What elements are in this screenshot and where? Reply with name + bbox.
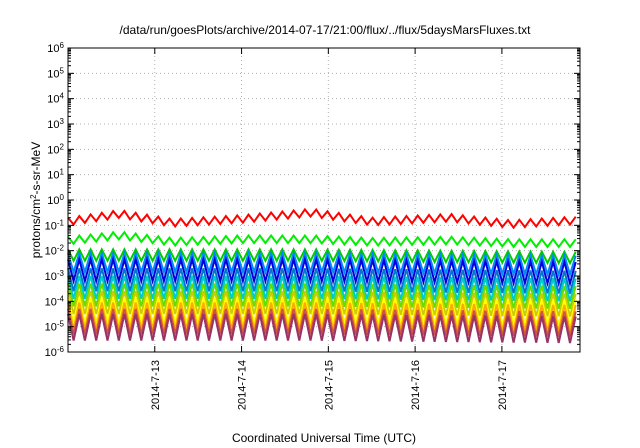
series-line-6: [67, 268, 577, 294]
y-tick-label: 104: [47, 91, 64, 106]
y-tick-label: 106: [47, 41, 64, 56]
y-axis-title: protons/cm2-s-sr-MeV: [29, 142, 44, 258]
x-tick-label: 2014-7-17: [497, 360, 509, 410]
series-line-2: [67, 230, 577, 249]
y-tick-label: 10-3: [45, 269, 65, 284]
series-line-5: [67, 255, 577, 288]
y-tick-label: 10-5: [45, 319, 65, 334]
series-line-4: [67, 249, 577, 279]
series-line-1: [67, 207, 577, 230]
series-layer: [67, 207, 577, 344]
y-tick-label: 10-2: [45, 243, 65, 258]
x-tick-label: 2014-7-16: [410, 360, 422, 410]
series-line-10: [67, 297, 577, 326]
series-line-13: [67, 313, 577, 344]
y-axis-title-base: protons/cm: [29, 199, 43, 258]
y-tick-label: 10-1: [45, 218, 65, 233]
series-line-9: [67, 290, 577, 317]
series-line-11: [67, 302, 577, 332]
chart-title: /data/run/goesPlots/archive/2014-07-17/2…: [120, 23, 532, 37]
series-line-12: [67, 308, 577, 337]
y-tick-label: 102: [47, 142, 64, 157]
axes: 10-6 10-5 10-4 10-3 10-2 10-1 100 101 102 103 104 1…: [45, 41, 580, 410]
y-axis-title-rest: -s-sr-MeV: [29, 142, 43, 195]
x-axis-title: Coordinated Universal Time (UTC): [232, 431, 416, 445]
series-line-8: [67, 283, 577, 310]
series-line-7: [67, 275, 577, 302]
y-tick-label: 10-6: [45, 345, 65, 360]
plot-frame: [67, 47, 581, 353]
y-tick-label: 100: [47, 193, 64, 208]
x-tick-label: 2014-7-13: [150, 360, 162, 410]
x-tick-label: 2014-7-14: [237, 360, 249, 410]
series-line-3: [67, 247, 577, 266]
y-tick-label: 101: [47, 167, 64, 182]
y-tick-label: 103: [47, 117, 64, 132]
x-tick-label: 2014-7-15: [323, 360, 335, 410]
y-tick-label: 105: [47, 66, 64, 81]
y-tick-label: 10-4: [45, 294, 65, 309]
y-axis-title-sup: 2: [29, 194, 38, 199]
